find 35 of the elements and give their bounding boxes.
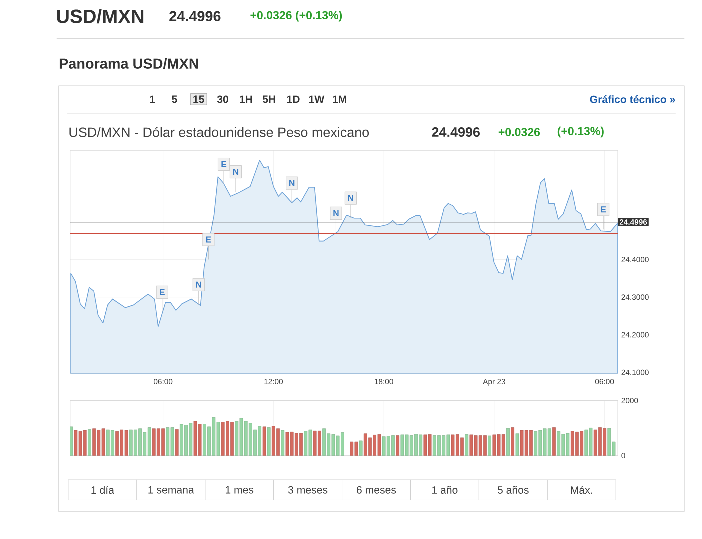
text: 1W (309, 96, 325, 104)
annotation: N (348, 195, 354, 202)
chart-title: USD/MXN (57, 9, 144, 24)
text: 1M (333, 96, 346, 104)
text: 24.4996 (432, 128, 480, 138)
annotation: E (601, 206, 606, 213)
text: 5 (172, 96, 178, 104)
text: +0.0326 (+0.13%) (250, 11, 342, 22)
annotation: N (290, 180, 295, 186)
chart-subtitle: USD/MXN - Dólar estadounidense Peso mexicano (70, 127, 370, 138)
text: 1 año (432, 486, 458, 494)
text: 1H (240, 96, 252, 104)
text: 3 meses (288, 486, 328, 494)
text: 5H (262, 96, 276, 104)
annotation: E (222, 162, 227, 168)
text: 1 semana (148, 486, 194, 494)
text: 1 día (92, 486, 114, 494)
text: 24.4996 (170, 11, 221, 22)
text: +0.0326 (498, 128, 540, 136)
text: 30 (217, 96, 228, 104)
text: 6 meses (357, 486, 396, 494)
text: 1 (150, 96, 156, 104)
text: Gráfico técnico » (590, 96, 676, 104)
annotation: N (233, 169, 239, 176)
text: (+0.13%) (558, 126, 604, 138)
annotation: E (160, 290, 165, 296)
text: 1 mes (226, 486, 254, 494)
text: 1D (287, 96, 300, 104)
text: Panorama USD/MXN (60, 58, 198, 70)
annotation: N (196, 282, 202, 288)
text: 15 (194, 96, 204, 104)
text: 5 años (498, 486, 529, 494)
annotation: E (206, 236, 212, 243)
annotation: N (334, 210, 339, 216)
text: Máx. (571, 486, 592, 494)
